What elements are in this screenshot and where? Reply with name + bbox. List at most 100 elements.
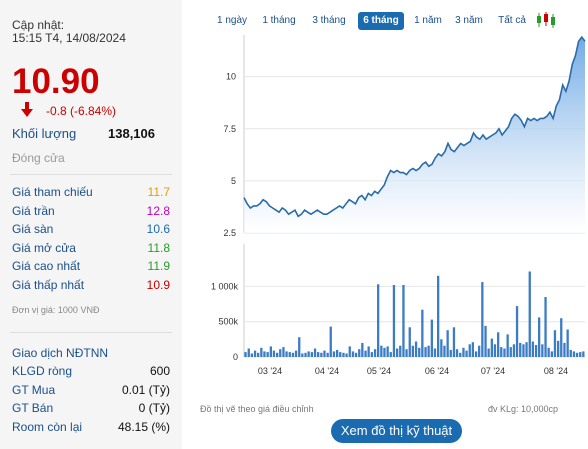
volume-bar	[336, 349, 339, 357]
volume-bar	[553, 330, 557, 357]
volume-bar	[402, 285, 405, 357]
volume-bar	[313, 348, 317, 357]
tab-period[interactable]: 3 tháng	[312, 15, 346, 26]
tab-period[interactable]: 6 tháng	[358, 12, 404, 30]
volume-tick-label: 1 000k	[211, 281, 239, 291]
volume-bar	[547, 347, 550, 357]
volume-bar	[282, 347, 285, 357]
volume-bar	[427, 345, 430, 357]
volume-bar	[247, 348, 250, 357]
arrow-down-icon	[21, 102, 33, 117]
volume-bar	[285, 351, 288, 357]
volume-bar	[538, 317, 541, 357]
tab-period[interactable]: 1 ngày	[216, 15, 248, 26]
volume-bar	[257, 352, 260, 357]
volume-bar	[396, 348, 399, 357]
tab-period[interactable]: Tất cả	[498, 15, 526, 26]
volume-bar	[437, 275, 440, 357]
price-label: Giá thấp nhất	[12, 278, 85, 292]
volume-bar	[411, 345, 414, 357]
volume-bar	[550, 351, 553, 357]
volume-bar	[361, 342, 364, 357]
volume-bar	[389, 352, 392, 357]
volume-bar	[291, 352, 295, 357]
technical-chart-button[interactable]: Xem đồ thị kỹ thuật	[331, 419, 462, 443]
volume-bar	[373, 349, 377, 357]
volume-bar	[481, 282, 484, 357]
price-tick-label: 10	[226, 72, 236, 82]
price-value: 12.8	[146, 203, 170, 218]
foreign-label: GT Bán	[12, 401, 54, 416]
tab-period[interactable]: 3 năm	[455, 15, 483, 26]
volume-bar	[304, 352, 307, 357]
volume-bar	[449, 349, 452, 357]
candlestick-icon[interactable]	[535, 11, 557, 29]
volume-bar	[443, 345, 446, 357]
x-tick-label: 06 '24	[425, 366, 449, 376]
price-tick-label: 5	[231, 176, 236, 186]
volume-bar	[468, 344, 471, 357]
volume-bar	[525, 342, 528, 357]
current-price: 10.90	[12, 62, 100, 101]
volume-bar	[418, 347, 421, 357]
volume-bar	[478, 345, 481, 357]
volume-bar	[351, 351, 355, 357]
price-label: Giá sàn	[12, 222, 54, 237]
price-tick-label: 2.5	[223, 228, 236, 238]
price-line	[243, 35, 586, 218]
volume-bar	[446, 330, 449, 357]
volume-bar	[474, 351, 478, 357]
tab-period[interactable]: 1 tháng	[262, 15, 296, 26]
volume-label: Khối lượng	[12, 126, 77, 141]
unit-note: Đơn vị giá: 1000 VNĐ	[12, 305, 100, 315]
stock-info-panel: Cập nhật: 15:15 T4, 14/08/2024 10.90 -0.…	[0, 0, 182, 449]
volume-bar	[348, 346, 351, 357]
volume-bar	[399, 345, 402, 357]
volume-bar	[424, 347, 427, 357]
volume-bar	[269, 346, 272, 357]
volume-bar	[250, 353, 253, 357]
volume-bar	[332, 351, 336, 357]
foreign-label: Room còn lại	[12, 419, 83, 434]
volume-bar	[497, 332, 500, 357]
price-tick-label: 7.5	[223, 124, 236, 134]
volume-bar	[522, 344, 525, 357]
volume-bar	[484, 325, 487, 357]
foreign-label: GT Mua	[12, 382, 56, 397]
volume-bar	[566, 329, 569, 357]
price-value: 10.9	[146, 278, 170, 292]
foreign-value: 0 (Tỷ)	[138, 401, 170, 416]
volume-bar	[531, 341, 534, 357]
volume-bar	[528, 271, 531, 357]
volume-bar	[244, 352, 247, 357]
volume-bar	[515, 306, 519, 357]
price-label: Giá trần	[12, 203, 55, 218]
volume-bar	[500, 347, 503, 357]
volume-tick-label: 0	[233, 352, 238, 362]
volume-bar	[301, 353, 304, 357]
chart-note: Đồ thị vẽ theo giá điều chỉnh	[200, 404, 314, 414]
volume-bar	[272, 350, 276, 357]
volume-bar	[455, 349, 459, 357]
tab-period[interactable]: 1 năm	[414, 15, 442, 26]
volume-bar	[307, 351, 310, 357]
price-label: Giá mở cửa	[12, 240, 76, 255]
price-label: Giá tham chiếu	[12, 185, 93, 199]
foreign-value: 600	[149, 364, 170, 378]
foreign-title: Giao dịch NĐTNN	[12, 346, 109, 360]
volume-bar	[534, 345, 538, 357]
volume-bar	[459, 352, 462, 357]
price-value: 10.6	[146, 222, 170, 237]
update-time: 15:15 T4, 14/08/2024	[12, 31, 126, 45]
x-tick-label: 03 '24	[258, 366, 282, 376]
x-tick-label: 04 '24	[315, 366, 339, 376]
volume-bar	[519, 342, 522, 357]
volume-bar	[582, 351, 585, 357]
volume-bar	[329, 326, 332, 357]
volume-bar	[440, 339, 443, 357]
volume-bar	[421, 309, 424, 357]
volume-bar	[487, 348, 490, 357]
volume-bar	[392, 285, 396, 357]
volume-bar	[354, 352, 358, 357]
foreign-value: 0.01 (Tỷ)	[121, 382, 170, 397]
